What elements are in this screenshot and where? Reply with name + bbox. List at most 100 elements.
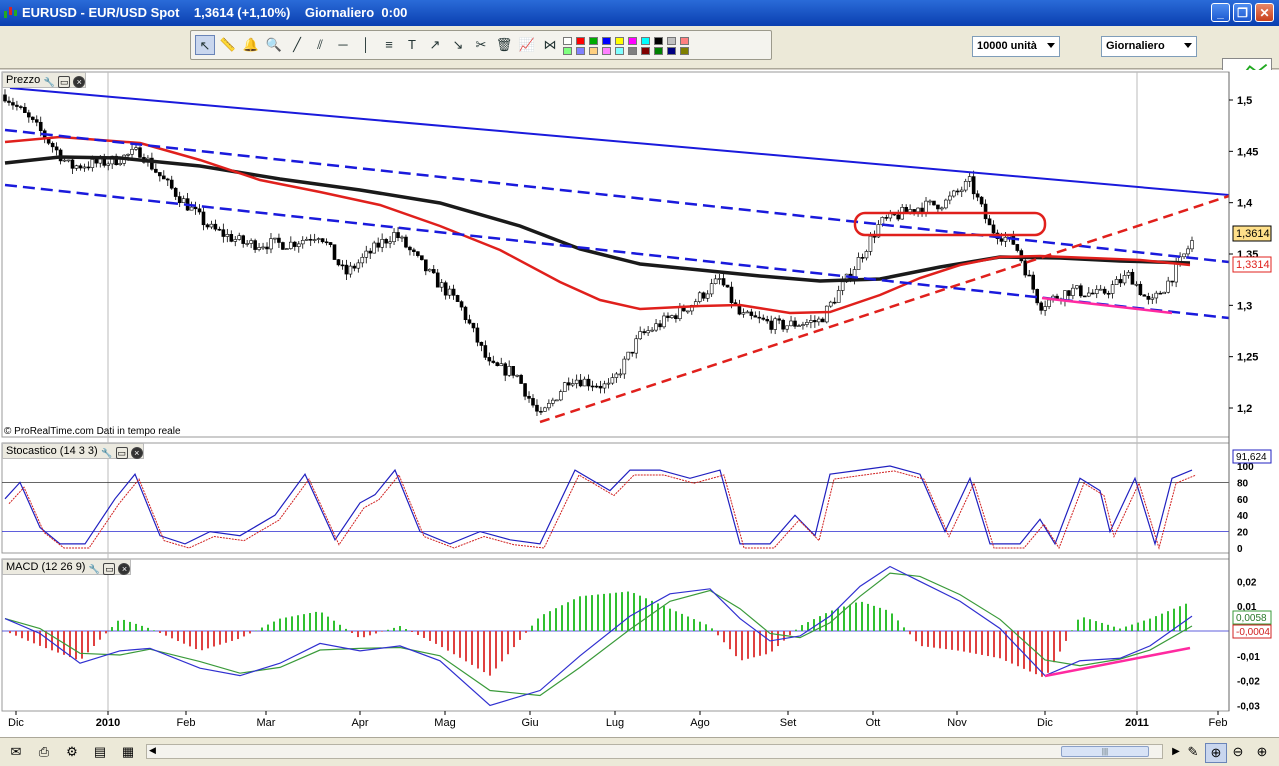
candle-body [1154,292,1159,299]
color-swatch[interactable] [628,37,637,45]
price-chart[interactable]: Dic 2010 Feb Mar Apr Mag Giu Lug Ago Set Ott Nov Dic… [0,70,1279,742]
time-label: Feb [1209,717,1228,729]
color-swatch[interactable] [602,37,611,45]
cursor-icon[interactable]: ↖ [195,35,215,55]
scroll-right-icon[interactable]: ▶ [1172,746,1180,757]
color-swatch[interactable] [615,37,624,45]
channel-dashed-upper [4,128,1230,264]
candle-body [777,318,781,321]
candle-body [1079,285,1083,297]
candle-body [1114,279,1119,285]
candle-body [539,410,543,413]
macd-value-box [1232,610,1272,625]
settings-icon[interactable]: ▤ [93,744,107,759]
macd-signal-value: -0,0004 [1236,627,1270,638]
vertical-line-icon[interactable]: │ [361,37,371,52]
scroll-left-icon[interactable]: ◀ [149,745,156,755]
candle-body [713,278,718,284]
zoom-in-icon[interactable]: ⊕ [1256,744,1268,759]
color-swatch[interactable] [680,37,689,45]
color-swatch[interactable] [641,37,650,45]
color-swatch[interactable] [576,47,585,55]
candle-body [547,403,551,409]
color-swatch[interactable] [667,47,676,55]
color-swatch[interactable] [628,47,637,55]
layout-icon[interactable]: ▦ [121,744,135,759]
candle-body [388,241,392,244]
fibonacci-icon[interactable]: ≡ [385,37,393,52]
time-scrollbar[interactable]: ◀ ||| [146,744,1163,759]
maximize-button[interactable]: ❐ [1233,3,1252,22]
indicator-icon[interactable]: 📈 [518,37,536,52]
close-button[interactable]: ✕ [1255,3,1274,22]
period-select[interactable]: Giornaliero [1101,36,1197,57]
candle-body [610,377,615,384]
candle-body [431,269,436,274]
scroll-thumb[interactable]: ||| [1061,746,1149,757]
alarm-bell-icon[interactable]: 🔔 [242,37,260,52]
candle-body [265,246,269,250]
highlight-zone [853,211,1047,237]
candle-body [320,238,325,243]
candle-body [638,331,642,340]
zoom-fit-icon[interactable]: ⊕ [1205,743,1227,763]
candle-body [717,278,722,280]
window-icon[interactable]: ▭ [58,76,71,88]
text-icon[interactable]: T [408,37,416,52]
color-swatch[interactable] [654,37,663,45]
cursor-zoom-icon[interactable]: ✎ [1187,744,1199,759]
candle-body [543,407,547,412]
color-swatch[interactable] [589,37,598,45]
candle-body [824,305,829,323]
color-swatch[interactable] [667,37,676,45]
close-icon[interactable]: × [73,76,86,88]
candle-body [729,286,734,303]
window-icon[interactable]: ▭ [103,563,116,575]
zoom-icon[interactable]: 🔍 [265,37,283,52]
candle-body [1094,289,1099,294]
color-swatch[interactable] [641,47,650,55]
window-icon[interactable]: ▭ [115,447,128,459]
time-label: Apr [351,717,368,729]
candle-body [828,301,833,307]
macd-panel-header: MACD (12 26 9) 🔧 ▭ × [2,559,132,575]
print-icon[interactable]: ⎙ [38,744,50,759]
color-swatch[interactable] [680,47,689,55]
color-swatch[interactable] [589,47,598,55]
wrench-icon[interactable]: 🔧 [88,564,101,574]
candle-body [578,379,583,387]
arrow-down-icon[interactable]: ↘ [452,37,464,52]
email-icon[interactable]: ✉ [10,744,22,759]
arrow-up-icon[interactable]: ↗ [429,37,441,52]
wrench-icon[interactable]: 🔧 [101,448,113,458]
close-icon[interactable]: × [130,447,143,459]
color-swatch[interactable] [563,47,572,55]
trash-icon[interactable]: 🗑 [495,37,513,52]
channel-icon[interactable]: ⫽ [317,37,323,52]
candle-body [606,382,611,385]
candle-body [78,165,83,169]
time-label: Mar [257,717,276,729]
units-select[interactable]: 10000 unità [972,36,1060,57]
candle-body [324,241,329,244]
color-swatch[interactable] [602,47,611,55]
candle-body [30,116,35,120]
indicators-icon[interactable]: ⚙ [66,744,78,759]
chart-area[interactable]: Dic 2010 Feb Mar Apr Mag Giu Lug Ago Set Ott Nov Dic… [0,70,1279,742]
ruler-icon[interactable]: 📏 [219,37,237,52]
minimize-button[interactable]: _ [1211,3,1230,22]
candle-body [940,207,944,210]
horizontal-line-icon[interactable]: ─ [338,37,348,52]
zoom-out-icon[interactable]: ⊖ [1232,744,1244,759]
color-swatch[interactable] [654,47,663,55]
pattern-icon[interactable]: ⋈ [543,37,557,52]
color-swatch[interactable] [563,37,572,45]
wrench-icon[interactable]: 🔧 [43,77,55,87]
color-swatch[interactable] [615,47,624,55]
line-icon[interactable]: ╱ [293,37,301,52]
tools-icon[interactable]: ✂ [475,37,487,52]
candle-body [614,373,619,378]
color-swatch[interactable] [576,37,585,45]
close-icon[interactable]: × [118,563,131,575]
candle-body [205,224,210,228]
